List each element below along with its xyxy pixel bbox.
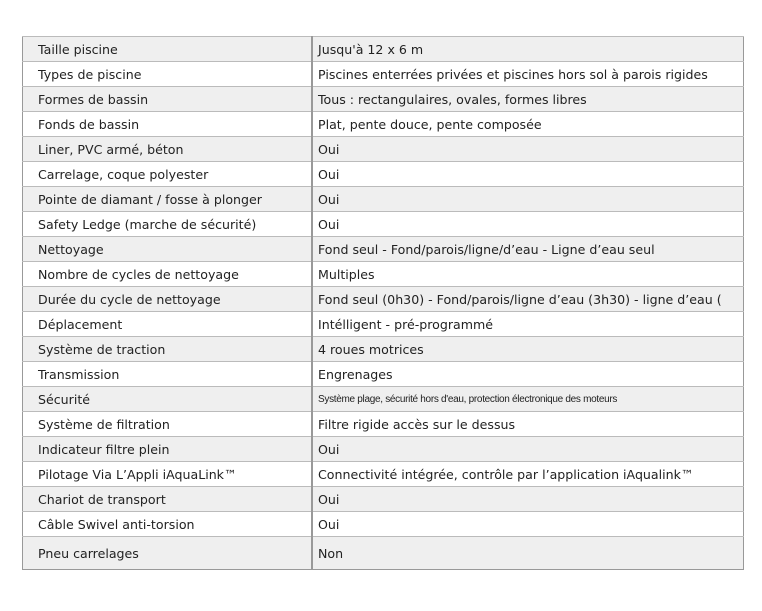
- spec-label: Fonds de bassin: [22, 111, 312, 137]
- spec-label: Taille piscine: [22, 36, 312, 62]
- spec-value: Tous : rectangulaires, ovales, formes li…: [311, 86, 744, 112]
- table-row: Liner, PVC armé, béton Oui: [22, 136, 744, 162]
- spec-label: Système de traction: [22, 336, 312, 362]
- spec-value: Oui: [311, 511, 744, 537]
- spec-value: Oui: [311, 211, 744, 237]
- spec-value: Filtre rigide accès sur le dessus: [311, 411, 744, 437]
- table-row: Chariot de transport Oui: [22, 486, 744, 512]
- spec-label: Liner, PVC armé, béton: [22, 136, 312, 162]
- spec-label: Safety Ledge (marche de sécurité): [22, 211, 312, 237]
- spec-value: Fond seul - Fond/parois/ligne/d’eau - Li…: [311, 236, 744, 262]
- spec-label: Pilotage Via L’Appli iAquaLink™: [22, 461, 312, 487]
- table-row: Transmission Engrenages: [22, 361, 744, 387]
- table-row: Système de filtration Filtre rigide accès…: [22, 411, 744, 437]
- spec-label: Sécurité: [22, 386, 312, 412]
- spec-label: Formes de bassin: [22, 86, 312, 112]
- spec-value: Oui: [311, 186, 744, 212]
- spec-label: Types de piscine: [22, 61, 312, 87]
- spec-value: Oui: [311, 486, 744, 512]
- spec-value: Plat, pente douce, pente composée: [311, 111, 744, 137]
- spec-value: Oui: [311, 136, 744, 162]
- spec-value: Oui: [311, 436, 744, 462]
- spec-value: Intélligent - pré-programmé: [311, 311, 744, 337]
- spec-label: Chariot de transport: [22, 486, 312, 512]
- table-row: Taille piscine Jusqu'à 12 x 6 m: [22, 36, 744, 62]
- spec-label: Carrelage, coque polyester: [22, 161, 312, 187]
- table-row: Nettoyage Fond seul - Fond/parois/ligne/d…: [22, 236, 744, 262]
- spec-value: 4 roues motrices: [311, 336, 744, 362]
- table-row: Déplacement Intélligent - pré-programmé: [22, 311, 744, 337]
- spec-label: Câble Swivel anti-torsion: [22, 511, 312, 537]
- spec-label: Système de filtration: [22, 411, 312, 437]
- spec-value: Engrenages: [311, 361, 744, 387]
- table-row: Fonds de bassin Plat, pente douce, pente …: [22, 111, 744, 137]
- spec-value: Oui: [311, 161, 744, 187]
- table-row: Pilotage Via L’Appli iAquaLink™ Connectiv…: [22, 461, 744, 487]
- spec-label: Pneu carrelages: [22, 536, 312, 570]
- spec-label: Durée du cycle de nettoyage: [22, 286, 312, 312]
- table-row: Câble Swivel anti-torsion Oui: [22, 511, 744, 537]
- spec-label: Pointe de diamant / fosse à plonger: [22, 186, 312, 212]
- spec-value: Jusqu'à 12 x 6 m: [311, 36, 744, 62]
- table-row: Indicateur filtre plein Oui: [22, 436, 744, 462]
- table-row: Formes de bassin Tous : rectangulaires, o…: [22, 86, 744, 112]
- table-row: Carrelage, coque polyester Oui: [22, 161, 744, 187]
- spec-value: Système plage, sécurité hors d'eau, prot…: [311, 386, 744, 412]
- table-row: Sécurité Système plage, sécurité hors d'e…: [22, 386, 744, 412]
- spec-label: Nettoyage: [22, 236, 312, 262]
- table-row: Safety Ledge (marche de sécurité) Oui: [22, 211, 744, 237]
- spec-value: Fond seul (0h30) - Fond/parois/ligne d’e…: [311, 286, 744, 312]
- spec-label: Indicateur filtre plein: [22, 436, 312, 462]
- spec-label: Nombre de cycles de nettoyage: [22, 261, 312, 287]
- table-row: Durée du cycle de nettoyage Fond seul (0h…: [22, 286, 744, 312]
- table-row: Pneu carrelages Non: [22, 536, 744, 570]
- table-row: Types de piscine Piscines enterrées privé…: [22, 61, 744, 87]
- table-row: Système de traction 4 roues motrices: [22, 336, 744, 362]
- specs-table: Taille piscine Jusqu'à 12 x 6 m Types de p…: [22, 36, 744, 570]
- spec-value: Multiples: [311, 261, 744, 287]
- spec-label: Transmission: [22, 361, 312, 387]
- table-row: Pointe de diamant / fosse à plonger Oui: [22, 186, 744, 212]
- table-row: Nombre de cycles de nettoyage Multiples: [22, 261, 744, 287]
- spec-value: Non: [311, 536, 744, 570]
- spec-label: Déplacement: [22, 311, 312, 337]
- spec-value: Connectivité intégrée, contrôle par l’ap…: [311, 461, 744, 487]
- spec-value: Piscines enterrées privées et piscines h…: [311, 61, 744, 87]
